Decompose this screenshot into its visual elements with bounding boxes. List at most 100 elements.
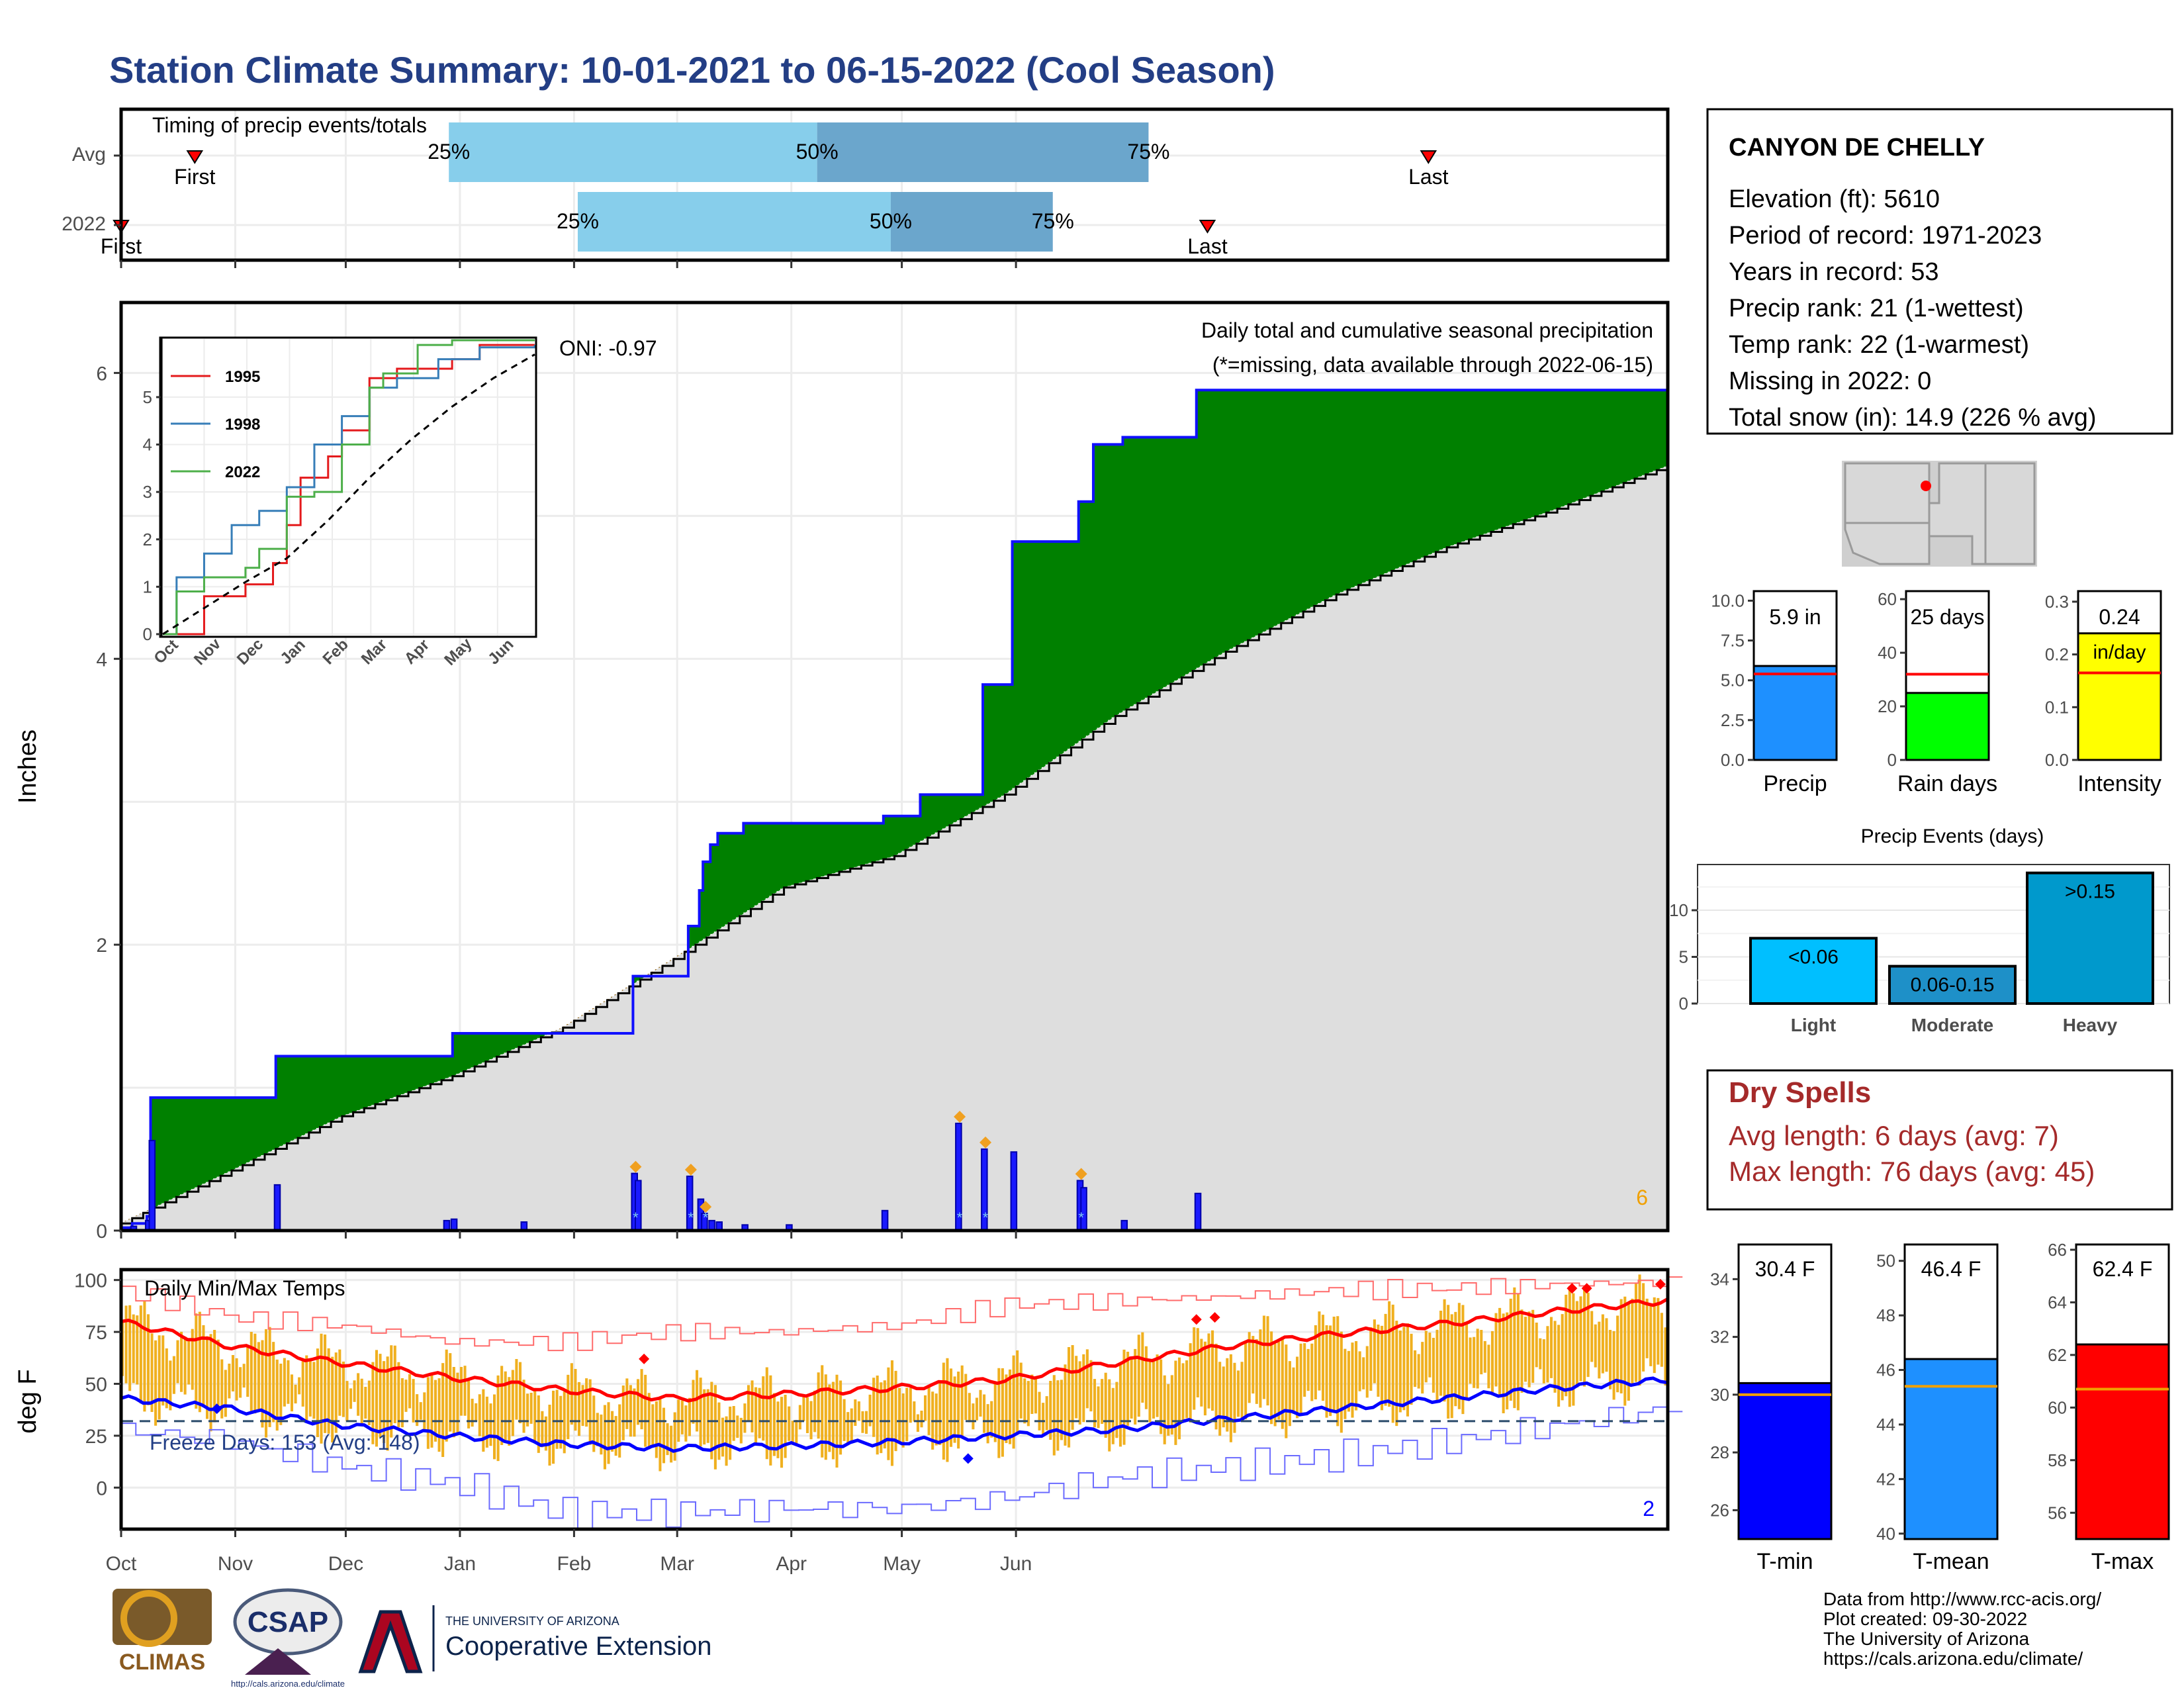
gauge-tick-label-0: 7.5 — [1721, 631, 1745, 651]
precip-ytick-label: 6 — [96, 363, 107, 385]
climas-wordmark: CLIMAS — [119, 1650, 205, 1675]
station-info-box: CANYON DE CHELLY Elevation (ft): 5610 Per… — [1706, 108, 2173, 435]
temp-gauge-value-1: 46.4 F — [1921, 1257, 1981, 1281]
temp-ytick-label: 25 — [85, 1426, 107, 1448]
timing-q50-label: 50% — [796, 140, 839, 164]
temp-gauge-value-2: 62.4 F — [2093, 1257, 2153, 1281]
events-category-label: Moderate — [1911, 1015, 1993, 1035]
snow-marker — [629, 1160, 642, 1173]
timing-row-label-avg: Avg — [72, 144, 106, 165]
gauge-value-1: 25 days — [1910, 605, 1984, 629]
daily-precip-bar — [450, 1218, 458, 1231]
gauge-tick-label-1: 60 — [1878, 589, 1897, 609]
inset-series-average — [162, 353, 535, 635]
mean-max-line — [120, 1297, 1669, 1403]
climas-emblem — [113, 1589, 212, 1645]
temp-gauge-bar-0 — [1737, 1382, 1833, 1540]
record-high-marker — [1209, 1312, 1220, 1323]
above-average-fill — [150, 390, 1668, 1209]
inset-ytick-label: 0 — [143, 624, 152, 644]
precip-panel: * * * * * * 0 2 4 6 Inches ONI: -0.97 Daily tota… — [14, 301, 1670, 1243]
events-bar-heavy — [2026, 871, 2154, 1005]
dry-spells-title: Dry Spells — [1729, 1076, 1871, 1109]
precip-events-chart: Precip Events (days) <0.06 Light 0.06-0.15… — [1669, 825, 2170, 1035]
month-label: Mar — [660, 1553, 694, 1575]
precip-caption: Daily total and cumulative seasonal prec… — [1201, 318, 1653, 342]
average-cumulative-area — [121, 465, 1668, 1231]
daily-precip-bar — [1194, 1192, 1202, 1231]
temp-gauge-bar-2 — [2075, 1343, 2170, 1540]
temp-gauge-tick-label-2: 60 — [2048, 1397, 2067, 1417]
temp-gauge-tick-label-1: 44 — [1876, 1415, 1895, 1434]
station-box-frame — [1706, 108, 2173, 435]
inset-month-label: Jan — [277, 636, 308, 668]
station-info-line: Missing in 2022: 0 — [1729, 367, 1931, 395]
inset-legend-label-1998: 1998 — [225, 416, 260, 434]
dry-spells-box: Dry Spells Avg length: 6 days (avg: 7) M… — [1706, 1069, 2173, 1211]
record-high-marker — [1581, 1283, 1592, 1294]
temp-ytick-label: 100 — [74, 1270, 107, 1292]
snow-star-marker: * — [688, 1209, 694, 1226]
month-label: Apr — [776, 1553, 807, 1575]
timing-title: Timing of precip events/totals — [152, 113, 427, 137]
temp-gauge-tick-label-1: 48 — [1876, 1305, 1895, 1325]
timing-row-label-2022: 2022 — [62, 213, 106, 235]
timing-q50-q75-bar — [890, 192, 1053, 252]
temp-gauge-tick-label-0: 34 — [1710, 1269, 1729, 1289]
gauge-tick-label-0: 0.0 — [1721, 750, 1745, 770]
climas-sun-icon — [120, 1590, 177, 1647]
daily-precip-bar — [273, 1184, 281, 1232]
timing-last-marker — [1199, 220, 1216, 234]
inset-month-label: Dec — [234, 635, 267, 669]
ua-extension-logo: THE UNIVERSITY OF ARIZONA Cooperative Ex… — [358, 1605, 711, 1673]
precip-ytick-label: 2 — [96, 935, 107, 957]
snow-marker — [700, 1201, 712, 1213]
missing-note: (*=missing, data available through 2022-… — [1212, 353, 1653, 377]
temp-gauge-tick-label-1: 50 — [1876, 1251, 1895, 1271]
timing-last-label: Last — [1187, 234, 1228, 258]
gauge-tick-label-2: 0.3 — [2045, 592, 2069, 612]
events-bar-light — [1749, 937, 1878, 1005]
gauge-label-2: Intensity — [2077, 771, 2161, 796]
temp-gauge-tick-label-1: 42 — [1876, 1469, 1895, 1489]
precip-ytick-label: 4 — [96, 649, 107, 671]
inset-month-label: Jun — [484, 635, 517, 668]
record-high-marker — [1655, 1278, 1666, 1289]
ua-bottom-text: Cooperative Extension — [445, 1632, 711, 1661]
temp-gauge-tick-label-0: 28 — [1710, 1442, 1729, 1462]
observed-cumulative-step-line — [121, 389, 1668, 1229]
precip-ytick-label: 0 — [96, 1221, 107, 1243]
temp-gauge-tick-label-1: 40 — [1876, 1524, 1895, 1544]
station-info-line: Years in record: 53 — [1729, 258, 1939, 286]
dry-max-length: Max length: 76 days (avg: 45) — [1729, 1156, 2095, 1187]
events-bar-label-light: <0.06 — [1788, 946, 1839, 968]
temp-gauge-bar-1 — [1903, 1358, 1999, 1540]
gauge-tick-label-0: 5.0 — [1721, 671, 1745, 690]
gauge-bar-2 — [2077, 632, 2162, 761]
temp-gauge-tick-label-0: 32 — [1710, 1327, 1729, 1347]
gauge-tick-label-1: 40 — [1878, 643, 1897, 663]
snow-count-label: 6 — [1636, 1186, 1648, 1209]
temp-gauge-tick-label-2: 62 — [2048, 1345, 2067, 1365]
inset-ytick-label: 1 — [143, 577, 152, 596]
events-bar-moderate — [1888, 964, 2017, 1005]
temp-gauge-tick-label-2: 56 — [2048, 1503, 2067, 1523]
timing-q25-label: 25% — [428, 140, 470, 164]
record-high-marker — [1567, 1283, 1578, 1294]
gauge-value-0: 5.9 in — [1769, 605, 1821, 629]
temp-gauge-value-0: 30.4 F — [1755, 1257, 1815, 1281]
ua-block-a-icon — [358, 1610, 423, 1673]
timing-q25-label: 25% — [557, 209, 599, 233]
ua-top-text: THE UNIVERSITY OF ARIZONA — [445, 1615, 619, 1628]
footer-line: https://cals.arizona.edu/climate/ — [1823, 1648, 2083, 1669]
temp-y-axis-label: deg F — [14, 1369, 42, 1433]
mean-min-line — [120, 1376, 1668, 1453]
location-map — [1842, 461, 2037, 567]
inset-legend-label-1995: 1995 — [225, 368, 260, 386]
gauge-tick-label-2: 0.1 — [2045, 697, 2069, 717]
inset-month-label: Apr — [401, 636, 433, 668]
events-bar-label-moderate: 0.06-0.15 — [1911, 974, 1995, 996]
daily-precip-bar — [881, 1209, 889, 1232]
